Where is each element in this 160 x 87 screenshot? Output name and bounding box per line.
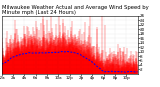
Text: Milwaukee Weather Actual and Average Wind Speed by Minute mph (Last 24 Hours): Milwaukee Weather Actual and Average Win… — [2, 5, 148, 15]
